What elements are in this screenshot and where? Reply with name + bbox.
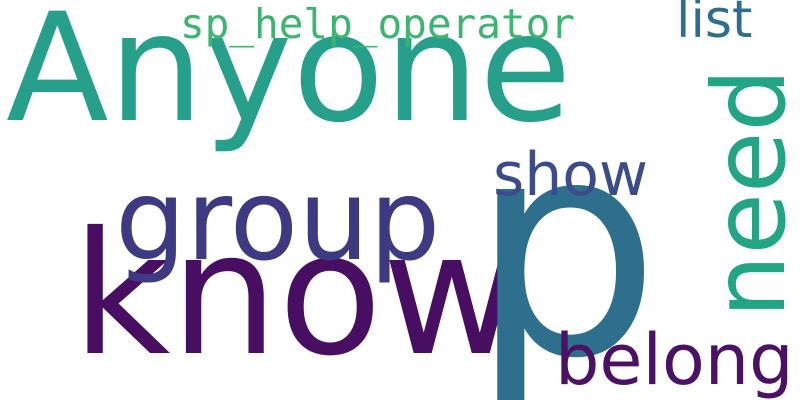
word-show: show — [493, 140, 649, 210]
word-p: p — [470, 75, 661, 400]
word-know: know — [72, 196, 522, 394]
word-group: group — [115, 156, 441, 286]
word-anyone: Anyone — [6, 0, 572, 156]
word-need: need — [691, 68, 800, 318]
word-list: list — [676, 0, 753, 50]
word-sp-help-operator: sp_help_operator — [180, 0, 575, 48]
word-belong: belong — [555, 319, 794, 400]
